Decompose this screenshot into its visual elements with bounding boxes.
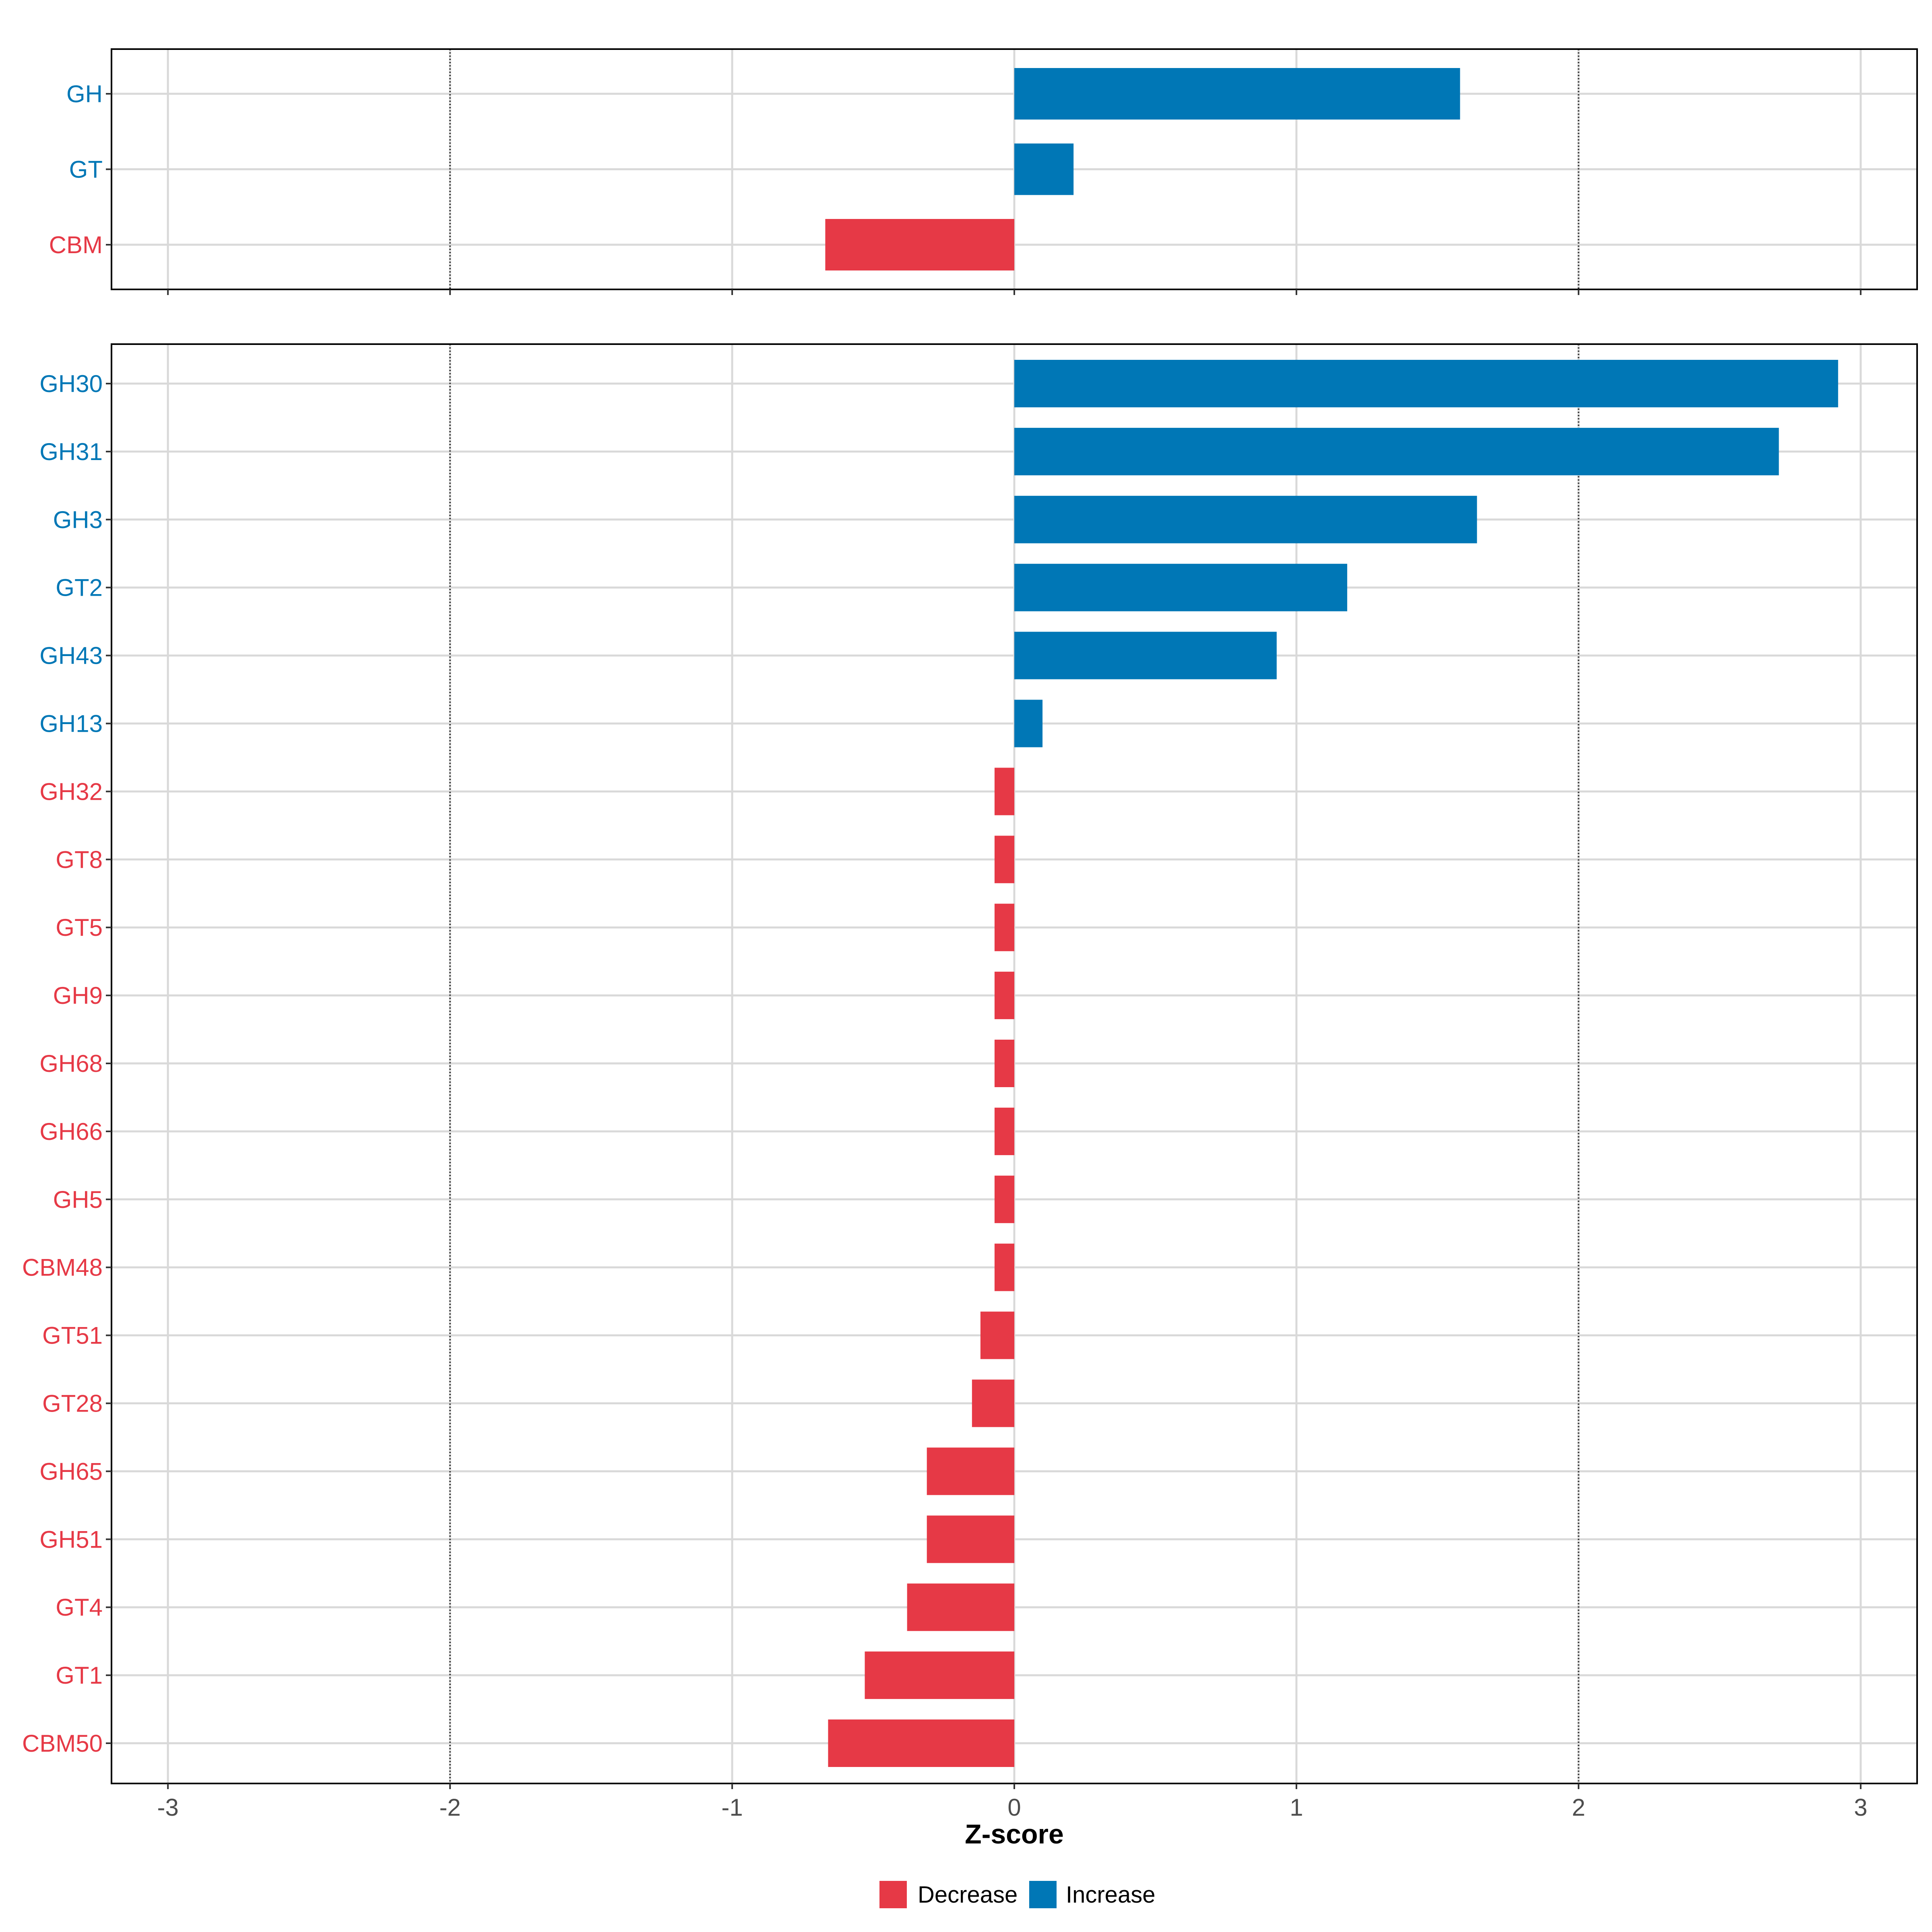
- bar-gh31: [1014, 427, 1779, 475]
- bar-gh30: [1014, 360, 1838, 407]
- bar-cbm: [825, 219, 1014, 270]
- y-tick-label-gt2: GT2: [56, 574, 103, 601]
- bar-cbm50: [828, 1719, 1014, 1767]
- legend-label-increase: Increase: [1066, 1882, 1155, 1908]
- x-axis-title: Z-score: [965, 1819, 1064, 1849]
- y-tick-label-gh13: GH13: [39, 710, 103, 737]
- y-tick-label-gh51: GH51: [39, 1526, 103, 1553]
- y-tick-label-gt51: GT51: [42, 1322, 103, 1349]
- bar-gh13: [1014, 700, 1043, 747]
- y-tick-label-gh65: GH65: [39, 1458, 103, 1485]
- bar-gh51: [927, 1515, 1014, 1563]
- x-tick-label: 1: [1290, 1794, 1303, 1821]
- y-tick-label-gh66: GH66: [39, 1118, 103, 1145]
- bar-gh32: [994, 768, 1014, 815]
- legend-swatch-increase: [1029, 1881, 1057, 1908]
- legend-swatch-decrease: [879, 1881, 907, 1908]
- bar-gt4: [907, 1583, 1014, 1631]
- y-tick-label-gh5: GH5: [53, 1186, 103, 1213]
- bar-gh65: [927, 1447, 1014, 1495]
- y-tick-label-gt: GT: [69, 156, 103, 183]
- legend-label-decrease: Decrease: [918, 1882, 1018, 1908]
- y-tick-label-gt1: GT1: [56, 1662, 103, 1689]
- top-panel: GH GT CBM: [49, 48, 1918, 295]
- bar-gt: [1014, 143, 1074, 195]
- y-tick-label-gh: GH: [66, 80, 103, 107]
- bar-gt8: [994, 836, 1014, 883]
- x-tick-label: -2: [439, 1794, 460, 1821]
- bar-gh66: [994, 1107, 1014, 1155]
- y-tick-label-gt28: GT28: [42, 1390, 103, 1417]
- bar-gt51: [980, 1311, 1014, 1359]
- y-tick-label-cbm48: CBM48: [22, 1254, 103, 1281]
- y-tick-label-cbm: CBM: [49, 231, 103, 258]
- x-tick-label: -3: [157, 1794, 179, 1821]
- y-tick-label-gh9: GH9: [53, 982, 103, 1009]
- y-tick-label-gh30: GH30: [39, 370, 103, 397]
- y-tick-label-gt8: GT8: [56, 846, 103, 873]
- bar-gh9: [994, 972, 1014, 1020]
- y-tick-label-cbm50: CBM50: [22, 1730, 103, 1757]
- bottom-panel: GH30 GH31 GH3 GT2 GH43 GH13 GH32 GT8 GT5 GH9 GH68 G…: [22, 343, 1918, 1821]
- y-tick-label-gt5: GT5: [56, 914, 103, 941]
- bar-gh68: [994, 1040, 1014, 1087]
- bar-gt1: [865, 1651, 1014, 1699]
- y-tick-label-gh31: GH31: [39, 438, 103, 465]
- y-tick-label-gh32: GH32: [39, 778, 103, 805]
- bar-gt5: [994, 904, 1014, 952]
- bar-gt2: [1014, 564, 1348, 611]
- x-tick-label: 2: [1572, 1794, 1585, 1821]
- x-tick-label: 3: [1854, 1794, 1867, 1821]
- bar-cbm48: [994, 1243, 1014, 1291]
- y-tick-label-gh43: GH43: [39, 642, 103, 669]
- x-tick-label: -1: [721, 1794, 743, 1821]
- legend: Decrease Increase: [879, 1881, 1155, 1908]
- bar-gt28: [972, 1379, 1014, 1427]
- y-tick-label-gt4: GT4: [56, 1594, 103, 1621]
- bar-gh5: [994, 1175, 1014, 1223]
- bar-gh43: [1014, 632, 1277, 679]
- bar-gh3: [1014, 495, 1477, 543]
- y-tick-label-gh68: GH68: [39, 1050, 103, 1077]
- x-tick-label: 0: [1007, 1794, 1021, 1821]
- y-tick-label-gh3: GH3: [53, 506, 103, 533]
- bar-gh: [1014, 68, 1460, 120]
